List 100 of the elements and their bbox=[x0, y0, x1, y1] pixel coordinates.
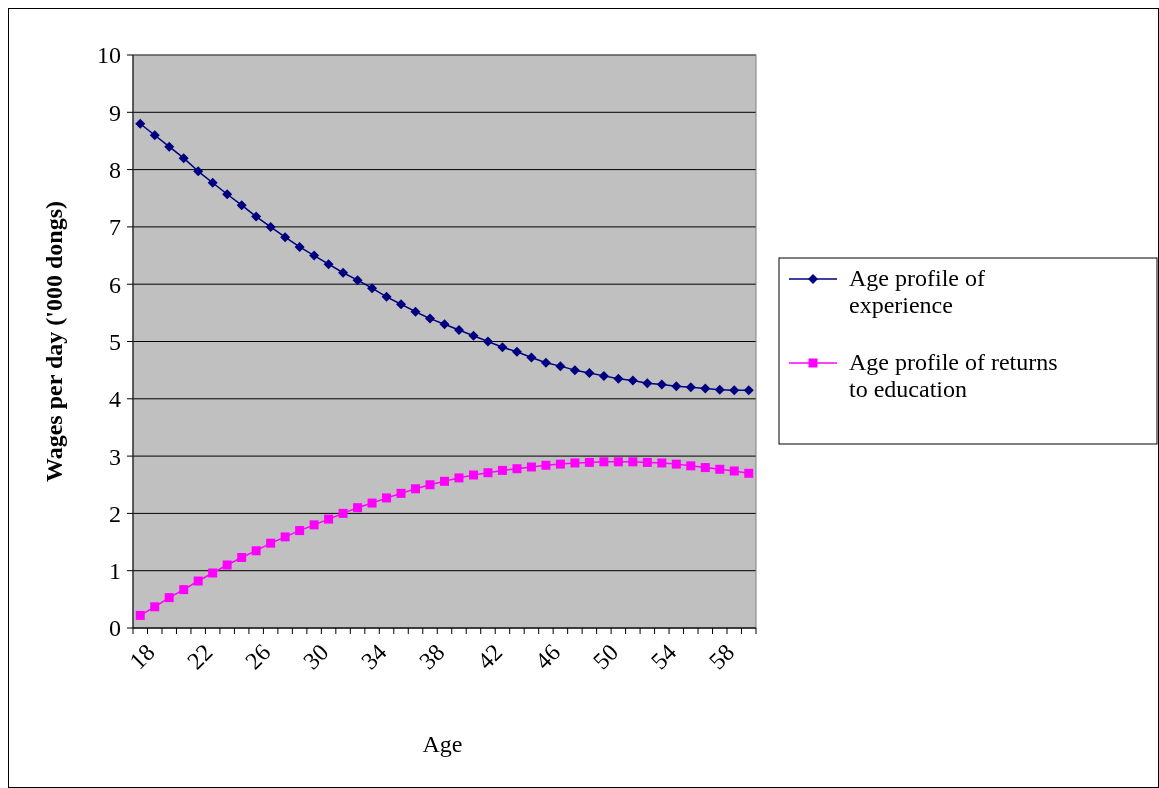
point bbox=[497, 465, 507, 475]
point bbox=[396, 488, 406, 498]
point bbox=[309, 250, 320, 261]
point bbox=[208, 568, 218, 578]
x-tick-label: 54 bbox=[645, 639, 682, 675]
point bbox=[642, 378, 653, 389]
point bbox=[367, 283, 378, 294]
point bbox=[411, 484, 421, 494]
point bbox=[294, 241, 305, 252]
y-tick-label: 2 bbox=[109, 500, 121, 527]
point bbox=[743, 385, 754, 396]
point bbox=[265, 221, 276, 232]
y-axis-title: Wages per day ('000 dongs) bbox=[41, 201, 67, 482]
point bbox=[656, 379, 667, 390]
point bbox=[425, 313, 436, 324]
point bbox=[526, 352, 537, 363]
point bbox=[338, 267, 349, 278]
point bbox=[468, 470, 478, 480]
point bbox=[222, 560, 232, 570]
point bbox=[671, 459, 681, 469]
point bbox=[295, 526, 305, 536]
point bbox=[439, 319, 450, 330]
x-tick-label: 42 bbox=[472, 639, 508, 675]
y-tick-label: 0 bbox=[109, 615, 121, 642]
point bbox=[425, 480, 435, 490]
point bbox=[628, 457, 638, 467]
point bbox=[541, 460, 551, 470]
x-tick-label: 34 bbox=[356, 639, 392, 675]
point bbox=[657, 458, 667, 468]
point bbox=[468, 330, 479, 341]
point bbox=[685, 382, 696, 393]
point bbox=[353, 503, 363, 513]
point bbox=[207, 177, 218, 188]
legend-label: Age profile of returns to education bbox=[849, 349, 1058, 402]
point bbox=[280, 532, 290, 542]
point bbox=[135, 118, 146, 129]
x-tick-label: 22 bbox=[182, 639, 218, 675]
point bbox=[729, 385, 740, 396]
point bbox=[309, 520, 319, 530]
x-axis-title: Age bbox=[422, 731, 463, 757]
point bbox=[193, 576, 203, 586]
point bbox=[324, 514, 334, 524]
point bbox=[526, 462, 536, 472]
legend-label: Age profile of experience bbox=[849, 265, 985, 318]
point bbox=[150, 602, 160, 612]
point bbox=[744, 468, 754, 478]
point bbox=[367, 498, 377, 508]
x-tick-label: 46 bbox=[529, 639, 566, 675]
point bbox=[338, 508, 348, 518]
point bbox=[613, 457, 623, 467]
point bbox=[193, 166, 204, 177]
point bbox=[599, 457, 609, 467]
point bbox=[266, 538, 276, 548]
point bbox=[642, 457, 652, 467]
point bbox=[179, 585, 189, 595]
point bbox=[396, 299, 407, 310]
y-tick-label: 6 bbox=[109, 271, 121, 298]
point bbox=[440, 476, 449, 486]
point bbox=[729, 466, 739, 476]
point bbox=[251, 211, 262, 222]
point bbox=[135, 610, 145, 620]
point bbox=[671, 381, 682, 392]
y-tick-label: 8 bbox=[109, 157, 121, 183]
point bbox=[149, 130, 160, 141]
point bbox=[511, 346, 522, 357]
point bbox=[613, 373, 624, 384]
point bbox=[598, 370, 609, 381]
point bbox=[164, 593, 174, 603]
point bbox=[714, 384, 725, 395]
y-tick-label: 4 bbox=[109, 386, 121, 413]
point bbox=[483, 468, 493, 478]
point bbox=[569, 365, 580, 376]
point bbox=[454, 473, 464, 483]
point bbox=[497, 342, 508, 353]
x-tick-label: 58 bbox=[703, 639, 740, 675]
y-tick-label: 5 bbox=[109, 328, 121, 355]
y-tick-label: 7 bbox=[109, 214, 121, 241]
point bbox=[700, 383, 711, 394]
x-tick-label: 30 bbox=[298, 639, 334, 675]
point bbox=[570, 458, 580, 468]
point bbox=[323, 259, 334, 270]
x-tick-label: 50 bbox=[587, 639, 624, 675]
x-tick-label: 18 bbox=[124, 639, 160, 675]
point bbox=[236, 200, 247, 211]
point bbox=[280, 232, 291, 243]
point bbox=[453, 325, 464, 336]
point bbox=[410, 306, 421, 317]
point bbox=[584, 457, 594, 467]
point bbox=[627, 375, 638, 386]
x-tick-label: 38 bbox=[414, 639, 450, 675]
y-tick-label: 10 bbox=[97, 42, 121, 69]
y-tick-label: 3 bbox=[109, 443, 121, 470]
point bbox=[381, 291, 392, 302]
point bbox=[555, 361, 566, 372]
y-tick-label: 1 bbox=[109, 558, 121, 585]
point bbox=[178, 153, 189, 164]
point bbox=[715, 464, 725, 474]
point bbox=[584, 368, 595, 379]
point bbox=[222, 189, 233, 200]
point bbox=[555, 459, 565, 469]
